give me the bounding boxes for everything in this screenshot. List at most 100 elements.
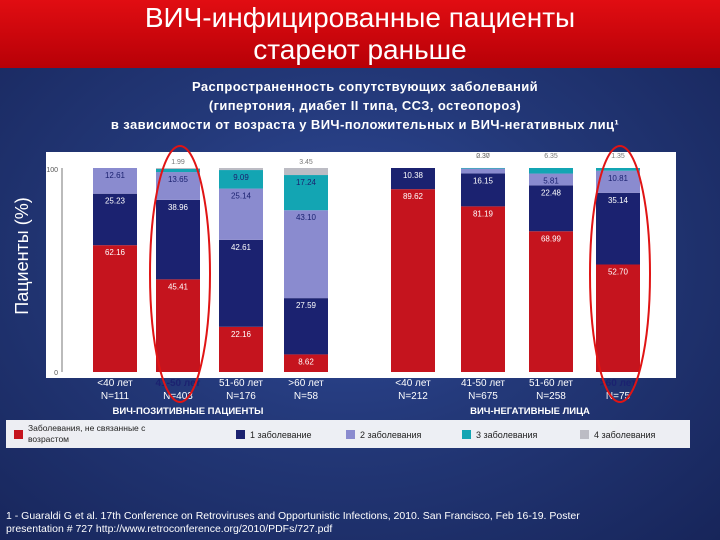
- data-label: 10.81: [608, 174, 629, 183]
- bar-segment: [284, 175, 328, 211]
- title-banner: ВИЧ-инфицированные пациенты стареют рань…: [0, 0, 720, 68]
- data-label: 43.10: [296, 213, 317, 222]
- x-tick-label-age: 51-60 лет: [219, 378, 263, 389]
- data-label: 16.15: [473, 176, 494, 185]
- legend-label: 2 заболевания: [360, 430, 422, 440]
- data-label-small: 2.37: [476, 153, 490, 160]
- x-tick-label-n: N=75: [606, 391, 631, 402]
- legend-label-line2: возрастом: [28, 434, 69, 444]
- subtitle-line-2: (гипертония, диабет II типа, ССЗ, остеоп…: [208, 98, 522, 113]
- data-label: 38.96: [168, 203, 189, 212]
- y-tick-label-0: 0: [54, 370, 58, 377]
- data-label: 45.41: [168, 282, 189, 291]
- data-label-small: 1.99: [171, 159, 185, 166]
- x-tick-label-age: >60 лет: [600, 378, 636, 389]
- subtitle-line-1: Распространенность сопутствующих заболев…: [191, 79, 539, 94]
- subtitle-line-3: в зависимости от возраста у ВИЧ-положите…: [110, 117, 620, 132]
- legend-swatch: [580, 430, 589, 439]
- y-tick-label-100: 100: [46, 167, 58, 174]
- legend-label: Заболевания, не связанные с: [28, 423, 146, 433]
- bar-segment: [391, 189, 435, 372]
- bar-segment: [391, 168, 435, 190]
- x-tick-label-age: 41-50 лет: [156, 378, 201, 389]
- bar-segment: [461, 168, 505, 174]
- x-tick-label-age: >60 лет: [288, 378, 324, 389]
- data-label: 89.62: [403, 192, 424, 201]
- data-label-small: 3.45: [299, 159, 313, 166]
- legend-label: 1 заболевание: [250, 430, 312, 440]
- chart-subtitle: Распространенность сопутствующих заболев…: [20, 77, 710, 134]
- bar-segment: [461, 173, 505, 207]
- stacked-bar-chart: 100 0 62.16 25.23 12.61 <40 лет N=111 45.41 38.9…: [14, 145, 676, 444]
- bar-segment: [596, 170, 640, 193]
- x-tick-label-age: <40 лет: [97, 378, 133, 389]
- data-label: 22.48: [541, 188, 562, 197]
- footnote: 1 - Guaraldi G et al. 17th Conference on…: [6, 510, 706, 536]
- data-label: 13.65: [168, 175, 189, 184]
- x-tick-label-age: <40 лет: [395, 378, 431, 389]
- legend-swatch: [462, 430, 471, 439]
- data-label: 62.16: [105, 248, 126, 257]
- legend-swatch: [236, 430, 245, 439]
- data-label: 12.61: [105, 171, 126, 180]
- highlight-ellipse: [149, 145, 211, 403]
- bar-segment: [219, 239, 263, 327]
- x-tick-label-age: 51-60 лет: [529, 378, 573, 389]
- title-line-1: ВИЧ-инфицированные пациенты: [144, 2, 576, 33]
- legend-label: 3 заболевания: [476, 430, 538, 440]
- bar-segment: [596, 192, 640, 265]
- bar-segment: [156, 168, 200, 173]
- x-tick-label-n: N=212: [398, 391, 428, 402]
- page-title: ВИЧ-инфицированные пациенты стареют рань…: [30, 2, 690, 66]
- bar-segment: [219, 326, 263, 372]
- bar-segment: [93, 168, 137, 194]
- data-label: 5.81: [543, 177, 559, 186]
- x-tick-label-n: N=111: [101, 391, 130, 402]
- bar-segment: [529, 185, 573, 232]
- bar-segment: [93, 193, 137, 246]
- data-label: 22.16: [231, 330, 252, 339]
- legend-label: 4 заболевания: [594, 430, 656, 440]
- group-label-hiv-positive: ВИЧ-ПОЗИТИВНЫЕ ПАЦИЕНТЫ: [113, 406, 264, 417]
- x-tick-label-n: N=675: [468, 391, 498, 402]
- footnote-line-2: presentation # 727 http://www.retroconfe…: [6, 523, 333, 535]
- data-label-small: 6.35: [544, 153, 558, 160]
- x-tick-label-n: N=58: [294, 391, 319, 402]
- footnote-line-1: 1 - Guaraldi G et al. 17th Conference on…: [6, 510, 580, 522]
- data-label: 8.62: [298, 357, 314, 366]
- bar-segment: [596, 264, 640, 372]
- bar-segment: [93, 245, 137, 372]
- data-label: 81.19: [473, 209, 494, 218]
- data-label: 10.38: [403, 171, 424, 180]
- data-label: 17.24: [296, 178, 317, 187]
- x-tick-label-n: N=258: [536, 391, 566, 402]
- data-label: 25.23: [105, 197, 126, 206]
- title-line-2: стареют раньше: [253, 34, 467, 65]
- bar-segment: [156, 168, 200, 169]
- bar-segment: [284, 168, 328, 176]
- data-label-small: 0.30: [476, 153, 490, 160]
- bar-segment: [529, 173, 573, 186]
- data-label-small: 1.35: [611, 153, 625, 160]
- bar-segment: [284, 298, 328, 355]
- bar-segment: [284, 354, 328, 372]
- bar-segment: [529, 231, 573, 372]
- x-tick-label-n: N=176: [226, 391, 256, 402]
- x-tick-label-age: 41-50 лет: [461, 378, 505, 389]
- data-label: 42.61: [231, 243, 252, 252]
- plot-area: [46, 152, 676, 378]
- legend-swatch: [14, 430, 23, 439]
- data-label: 27.59: [296, 301, 317, 310]
- bar-segment: [156, 199, 200, 280]
- data-label: 52.70: [608, 267, 629, 276]
- data-label: 9.09: [233, 173, 249, 182]
- bar-segment: [284, 210, 328, 299]
- highlight-ellipse: [589, 145, 651, 403]
- bar-segment: [219, 168, 263, 171]
- bar-segment: [461, 167, 505, 169]
- x-tick-label-n: N=403: [163, 391, 193, 402]
- bar-segment: [219, 188, 263, 240]
- group-label-hiv-negative: ВИЧ-НЕГАТИВНЫЕ ЛИЦА: [470, 406, 590, 417]
- bar-segment: [461, 206, 505, 372]
- data-label: 68.99: [541, 234, 562, 243]
